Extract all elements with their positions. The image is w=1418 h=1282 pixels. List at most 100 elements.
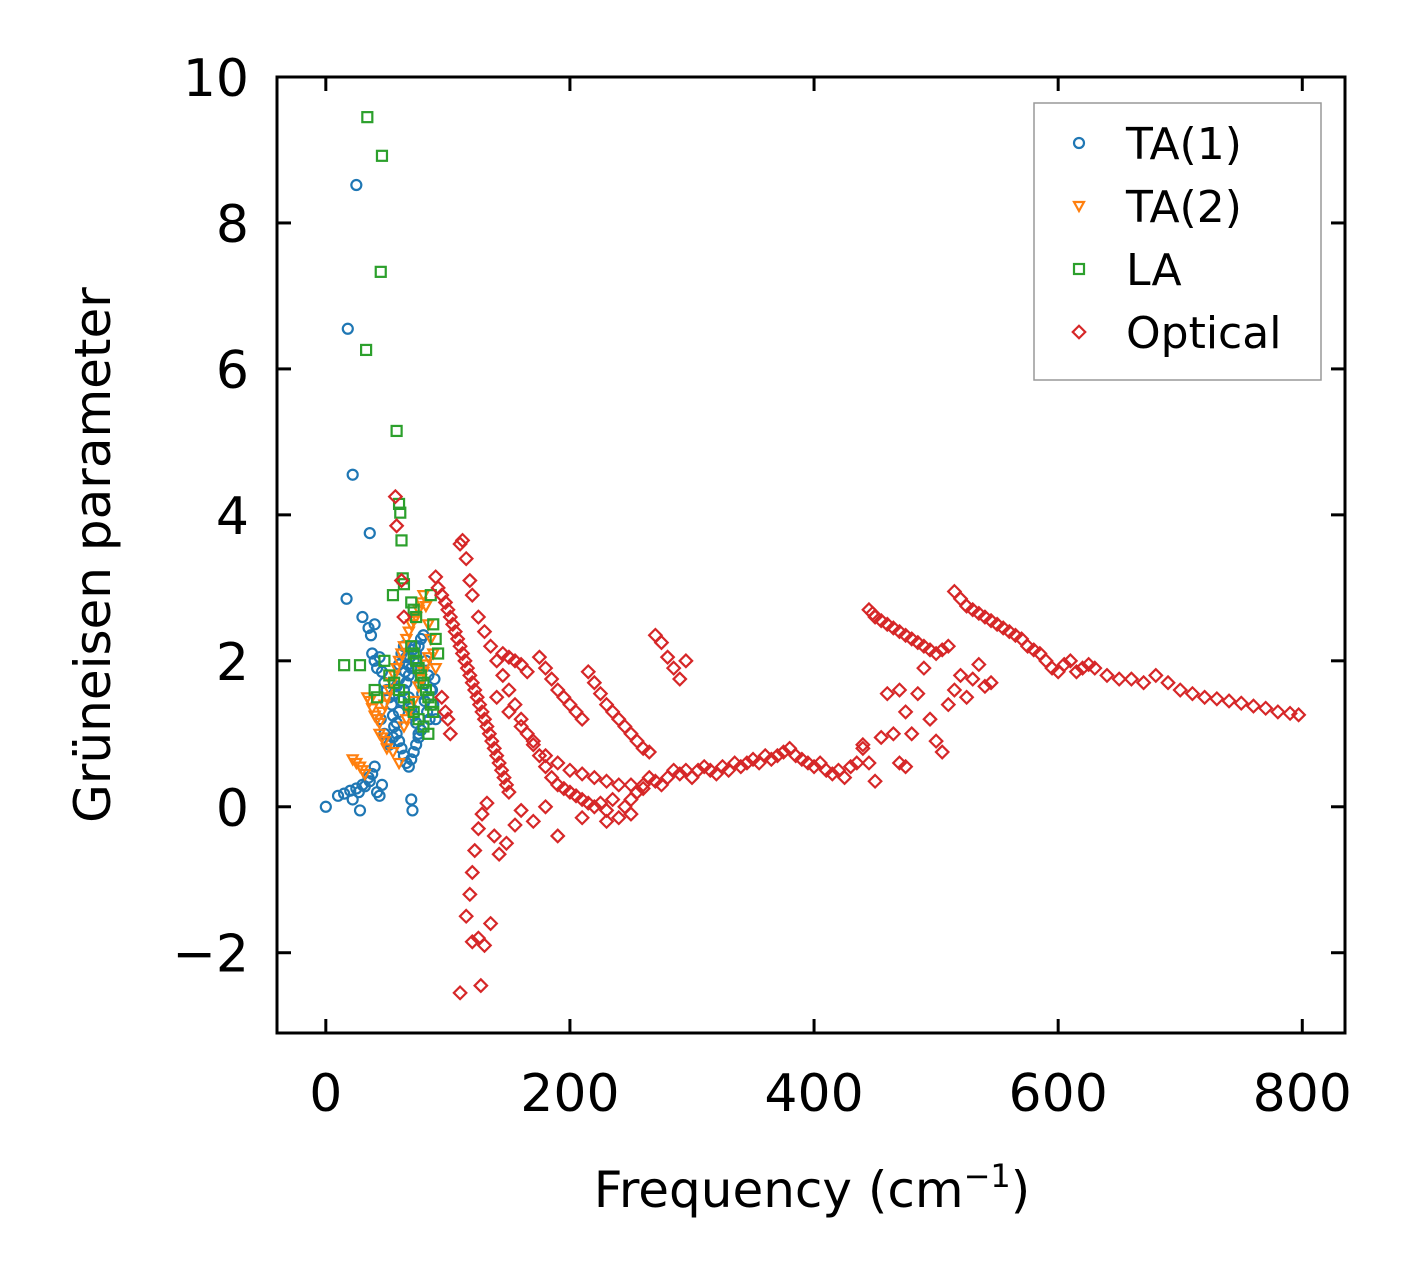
data-point <box>647 627 664 644</box>
data-point <box>1056 656 1073 673</box>
data-point <box>501 704 517 720</box>
data-point <box>476 623 493 640</box>
data-point <box>574 809 590 826</box>
data-point <box>903 725 920 742</box>
data-point <box>690 762 706 779</box>
data-point <box>971 656 987 673</box>
data-point <box>586 798 603 815</box>
data-point <box>488 747 505 764</box>
data-point <box>498 835 515 852</box>
data-point <box>617 718 633 735</box>
data-point <box>604 791 621 808</box>
data-point <box>412 662 425 675</box>
data-point <box>879 685 896 702</box>
data-point <box>427 618 440 631</box>
data-point <box>1099 667 1115 684</box>
data-point <box>775 744 792 760</box>
data-point <box>421 705 434 719</box>
x-tick-label: 600 <box>1009 1064 1108 1124</box>
data-point <box>922 711 938 728</box>
data-point <box>525 733 542 749</box>
data-point <box>406 695 421 709</box>
data-point <box>482 638 499 655</box>
data-point <box>848 755 865 771</box>
data-point <box>1257 700 1274 717</box>
data-point <box>406 804 419 817</box>
legend-label: TA(2) <box>1125 182 1242 233</box>
data-point <box>1111 671 1127 687</box>
data-point <box>543 671 560 687</box>
data-point <box>407 603 420 616</box>
data-point <box>464 933 481 950</box>
data-point <box>437 594 454 611</box>
data-point <box>498 777 515 793</box>
legend-marker <box>1072 136 1086 150</box>
data-point <box>340 592 353 605</box>
x-tick-label: 400 <box>764 1064 863 1124</box>
data-point <box>501 682 517 698</box>
data-point <box>610 777 627 793</box>
y-tick-label: 8 <box>216 195 249 255</box>
data-point <box>653 634 670 651</box>
data-point <box>422 691 435 704</box>
data-point <box>350 178 363 192</box>
data-point <box>586 769 603 786</box>
data-point <box>592 685 609 702</box>
data-point <box>394 506 407 519</box>
data-point <box>331 789 345 802</box>
data-point <box>678 653 694 669</box>
data-point <box>405 640 418 653</box>
data-point <box>464 674 481 691</box>
data-point <box>629 733 645 749</box>
data-point <box>421 652 436 665</box>
data-point <box>983 674 999 691</box>
data-point <box>368 618 381 631</box>
data-point <box>387 488 404 505</box>
data-point <box>598 813 615 830</box>
data-point <box>452 536 468 552</box>
data-point <box>474 806 490 822</box>
data-point <box>946 583 963 600</box>
data-point <box>861 755 877 771</box>
data-point <box>562 762 578 779</box>
data-point <box>574 766 590 782</box>
data-point <box>433 689 450 706</box>
data-point <box>447 623 464 640</box>
data-point <box>394 648 409 661</box>
data-point <box>940 696 957 713</box>
data-point <box>537 758 554 775</box>
data-point <box>338 659 351 672</box>
data-point <box>531 649 548 665</box>
data-point <box>389 663 404 676</box>
data-point <box>386 746 400 760</box>
data-point <box>495 667 511 684</box>
data-point <box>399 714 414 727</box>
data-point <box>610 809 627 826</box>
y-tick-label: 0 <box>216 779 249 839</box>
data-point <box>392 757 406 771</box>
data-point <box>392 655 406 669</box>
legend-marker <box>1071 324 1087 340</box>
data-point <box>454 532 471 549</box>
data-point <box>422 727 435 740</box>
data-point <box>763 751 780 768</box>
data-point <box>484 733 500 749</box>
y-tick-label: −2 <box>172 925 249 985</box>
data-point <box>493 762 510 779</box>
data-point <box>365 703 380 716</box>
data-point <box>598 696 615 713</box>
data-point <box>491 755 507 771</box>
data-point <box>364 629 378 642</box>
data-point <box>379 692 394 705</box>
data-point <box>488 653 505 669</box>
data-point <box>507 696 523 713</box>
data-point <box>471 696 488 713</box>
data-point <box>1196 689 1213 706</box>
legend: TA(1) TA(2) LA Optical <box>1033 102 1322 381</box>
data-point <box>437 704 454 720</box>
data-point <box>934 642 951 658</box>
data-point <box>440 601 456 618</box>
data-point <box>410 738 423 751</box>
data-point <box>513 802 529 819</box>
data-point <box>372 717 387 731</box>
